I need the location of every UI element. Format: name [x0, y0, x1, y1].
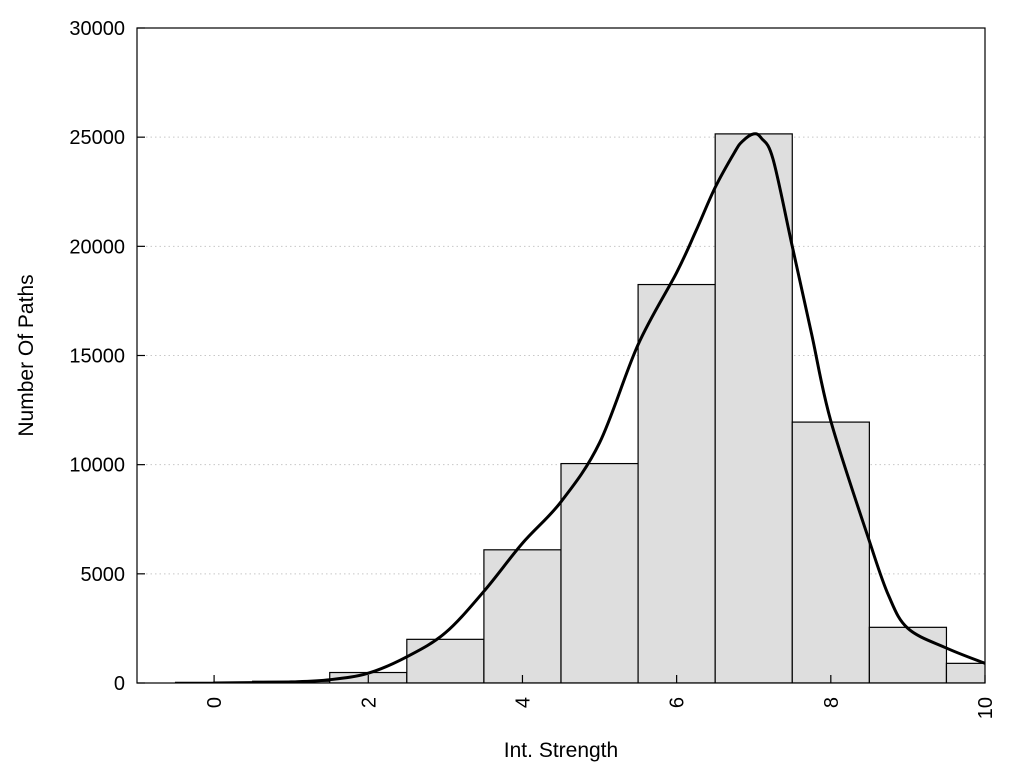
y-tick-label: 0: [114, 673, 125, 695]
bar: [868, 626, 948, 683]
x-axis-ticks: 0 2 4 6 8 10: [204, 675, 997, 719]
bar: [406, 638, 485, 683]
y-tick-label: 10000: [69, 455, 125, 477]
bar: [791, 421, 870, 683]
x-tick-label: 0: [204, 697, 226, 708]
y-axis-ticks: 0 5000 10000 15000 20000 25000 30000: [69, 18, 145, 695]
density-curve: [212, 132, 985, 683]
x-tick-label: 8: [821, 697, 843, 708]
bar: [560, 462, 639, 683]
x-axis-title: Int. Strength: [504, 739, 618, 762]
y-tick-label: 5000: [81, 564, 126, 586]
x-tick-label: 2: [358, 697, 380, 708]
y-tick-label: 15000: [69, 346, 125, 368]
bar: [637, 283, 716, 683]
histogram-bars: [174, 133, 985, 683]
bar: [714, 133, 793, 683]
y-tick-label: 25000: [69, 127, 125, 149]
density-curve-line: [212, 132, 985, 683]
y-tick-label: 30000: [69, 18, 125, 40]
x-tick-label: 4: [512, 697, 534, 708]
y-axis-title: Number Of Paths: [15, 274, 38, 436]
x-tick-label: 6: [667, 697, 689, 708]
x-tick-label: 10: [975, 697, 997, 719]
y-tick-label: 20000: [69, 236, 125, 258]
bar: [483, 549, 562, 683]
